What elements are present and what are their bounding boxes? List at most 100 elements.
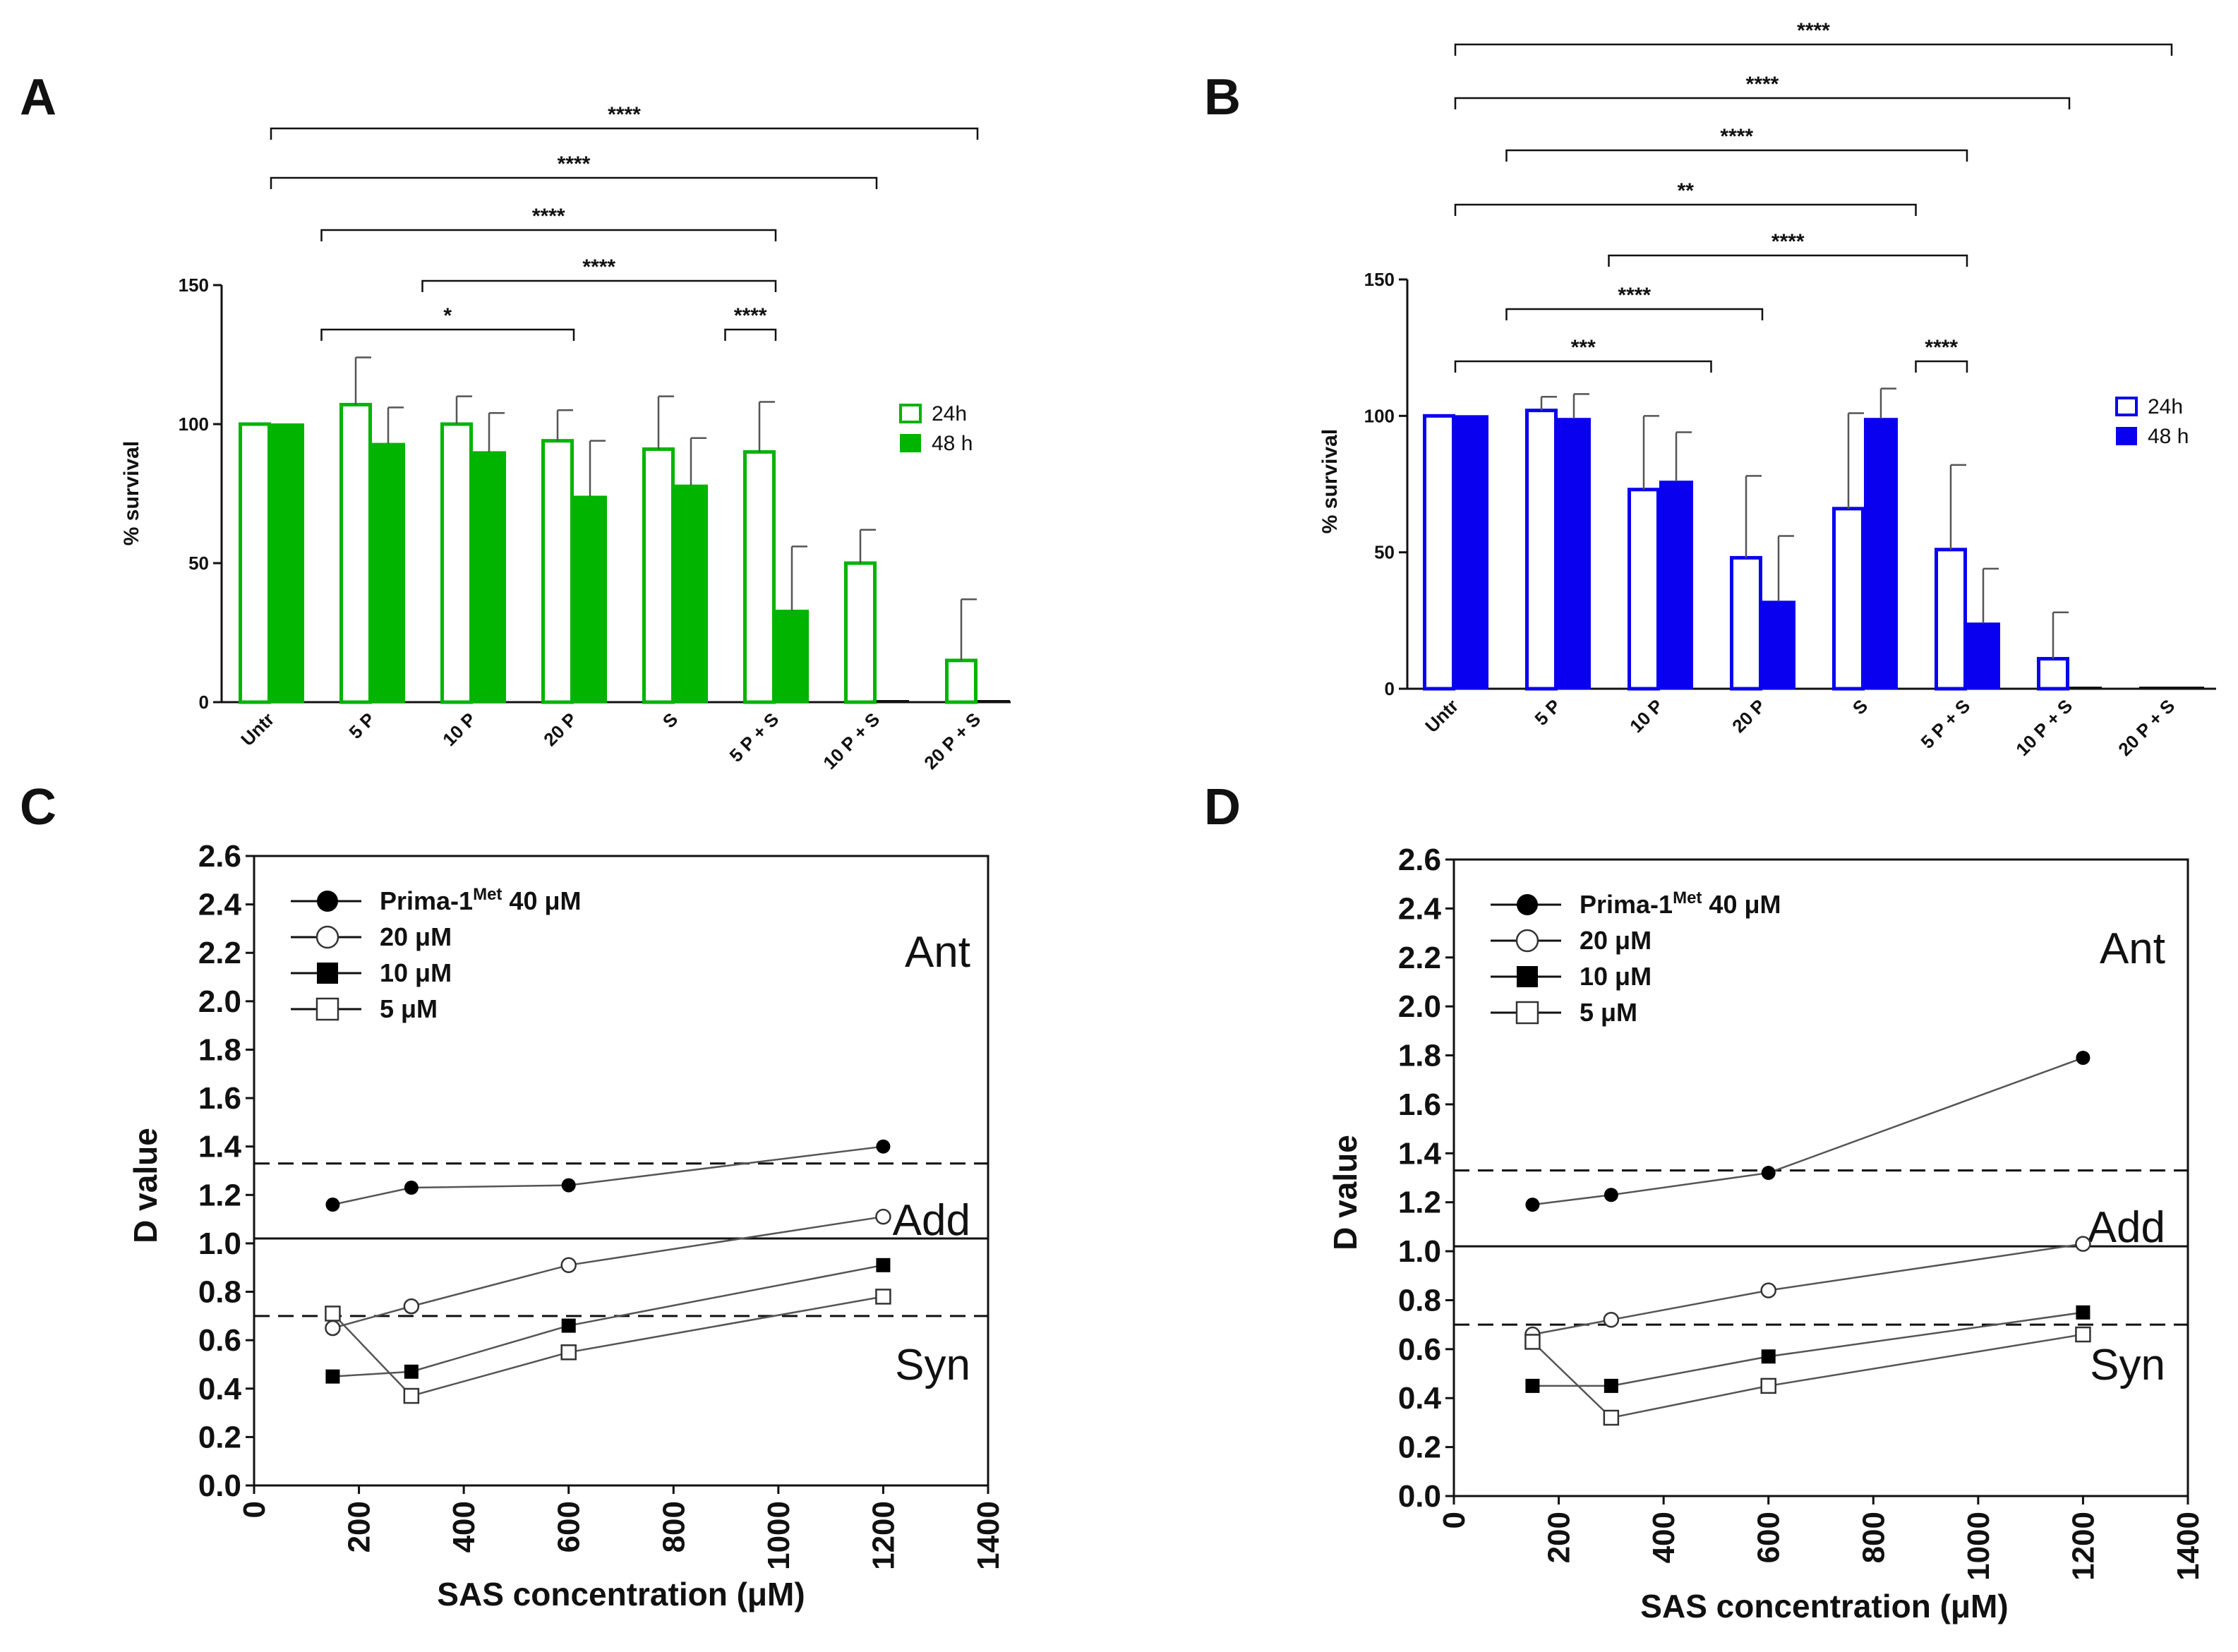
series-line bbox=[332, 1296, 884, 1397]
marker-filled-square bbox=[1517, 966, 1538, 987]
bar-48h-5P bbox=[1557, 418, 1591, 689]
panel-letter-c: C bbox=[20, 779, 56, 836]
bar-48h-Untr bbox=[1455, 415, 1488, 689]
significance-label: **** bbox=[734, 304, 767, 327]
marker-open-square bbox=[1515, 1001, 1539, 1025]
panel-letter-b: B bbox=[1204, 69, 1241, 126]
y-tick-label: 1.0 bbox=[1398, 1234, 1441, 1269]
legend-label: 10 μM bbox=[380, 958, 452, 987]
significance-label: **** bbox=[582, 255, 615, 279]
zone-label-ant: Ant bbox=[905, 928, 970, 977]
marker-open-square bbox=[403, 1387, 420, 1404]
significance-bracket bbox=[320, 328, 575, 341]
bar-24h-10P bbox=[1628, 488, 1660, 691]
marker-filled-circle bbox=[876, 1139, 891, 1154]
y-axis-label: % survival bbox=[1318, 429, 1342, 533]
significance-label: **** bbox=[1746, 73, 1779, 96]
x-tick-label: 5 P bbox=[1530, 695, 1565, 730]
y-tick-label: 0.8 bbox=[1398, 1283, 1441, 1318]
x-tick-label: 5 P + S bbox=[1917, 695, 1975, 753]
y-tick-label: 150 bbox=[179, 275, 209, 296]
x-tick-label: 400 bbox=[1647, 1512, 1681, 1563]
y-tick-label: 50 bbox=[1374, 542, 1395, 563]
y-tick-label: 0.4 bbox=[198, 1372, 242, 1406]
significance-bracket bbox=[1454, 97, 2071, 109]
marker-open-square bbox=[2075, 1326, 2091, 1343]
significance-bracket bbox=[421, 279, 777, 292]
panel-letter-d: D bbox=[1204, 779, 1241, 836]
y-tick-label: 2.6 bbox=[198, 839, 241, 874]
significance-label: **** bbox=[558, 152, 591, 176]
bar-zero bbox=[977, 700, 1010, 702]
bar-24h-Untr bbox=[239, 422, 271, 704]
x-tick-label: 20 P + S bbox=[920, 709, 985, 773]
marker-filled-square bbox=[1761, 1349, 1776, 1364]
x-tick-label: 5 P + S bbox=[726, 709, 783, 766]
marker-filled-square bbox=[561, 1318, 576, 1333]
bar-24h-10P+S bbox=[2037, 656, 2069, 691]
legend-label: 5 μM bbox=[380, 994, 438, 1023]
y-tick-label: 2.0 bbox=[198, 984, 241, 1019]
legend-label: 20 μM bbox=[380, 922, 452, 951]
significance-bracket bbox=[1454, 360, 1712, 373]
bar-48h-10P bbox=[472, 451, 506, 704]
series-line bbox=[332, 1145, 884, 1206]
bar-zero bbox=[2069, 687, 2102, 689]
marker-filled-square bbox=[325, 1369, 340, 1384]
marker-filled-square bbox=[876, 1258, 891, 1272]
x-tick-label: 10 P bbox=[438, 709, 480, 750]
significance-bracket bbox=[1505, 149, 1968, 162]
x-tick-label: 800 bbox=[1856, 1512, 1891, 1563]
significance-label: * bbox=[443, 304, 452, 327]
marker-filled-circle bbox=[325, 1198, 340, 1212]
x-tick-label: S bbox=[1848, 695, 1872, 718]
y-tick-label: 0.2 bbox=[1398, 1430, 1441, 1465]
x-tick-label: 1200 bbox=[866, 1501, 901, 1570]
marker-open-square bbox=[315, 997, 339, 1021]
line-chart-c: 0.0 0.2 0.4 0.6 0.8 1.0 1.2 1.4 1.6 1.8 2.0 2.2 2.4 2… bbox=[127, 839, 1006, 1612]
x-tick-label: S bbox=[658, 709, 682, 732]
significance-label: **** bbox=[532, 205, 565, 228]
significance-bracket bbox=[1505, 308, 1764, 320]
bar-48h-20P bbox=[1762, 601, 1795, 689]
bar-24h-S bbox=[1832, 507, 1865, 691]
bar-48h-Untr bbox=[270, 423, 304, 703]
y-tick-label: 2.0 bbox=[1398, 989, 1441, 1024]
y-axis-label: % survival bbox=[120, 441, 143, 545]
y-tick-label: 1.2 bbox=[1398, 1186, 1441, 1220]
legend-label: 10 μM bbox=[1580, 962, 1652, 991]
x-tick-label: 20 P bbox=[1728, 695, 1769, 737]
x-tick-label: 200 bbox=[1542, 1512, 1577, 1563]
y-tick-label: 1.6 bbox=[198, 1081, 241, 1116]
y-tick-label: 0.4 bbox=[1398, 1381, 1442, 1416]
y-tick-label: 1.4 bbox=[1398, 1136, 1442, 1171]
bar-24h-20P bbox=[1730, 555, 1762, 691]
legend-swatch bbox=[900, 434, 921, 452]
bar-24h-5P bbox=[1525, 409, 1558, 691]
x-tick-label: 10 P + S bbox=[2011, 695, 2076, 760]
bar-48h-20P bbox=[573, 495, 607, 703]
y-tick-label: 1.4 bbox=[198, 1130, 242, 1164]
y-tick-label: 100 bbox=[179, 414, 209, 435]
bar-zero bbox=[2139, 687, 2172, 689]
x-tick-label: 1200 bbox=[2066, 1512, 2100, 1581]
marker-filled-square bbox=[317, 963, 338, 984]
y-tick-label: 150 bbox=[1364, 269, 1395, 290]
marker-open-circle bbox=[325, 1320, 341, 1337]
y-tick-label: 1.0 bbox=[198, 1226, 241, 1261]
x-tick-label: 20 P bbox=[539, 709, 581, 750]
legend-label: 5 μM bbox=[1580, 998, 1637, 1027]
y-tick-label: 2.4 bbox=[1398, 891, 1442, 926]
significance-bracket bbox=[270, 127, 979, 140]
significance-bracket bbox=[1915, 360, 1968, 373]
marker-filled-square bbox=[404, 1364, 419, 1379]
y-tick-label: 50 bbox=[188, 553, 209, 574]
x-tick-label: 1400 bbox=[971, 1501, 1006, 1570]
x-tick-label: 400 bbox=[447, 1501, 481, 1552]
x-tick-label: 0 bbox=[237, 1501, 272, 1518]
legend-label: 24h bbox=[2148, 395, 2183, 418]
marker-filled-circle bbox=[561, 1178, 576, 1193]
marker-filled-circle bbox=[317, 891, 338, 912]
significance-label: **** bbox=[1771, 230, 1805, 253]
marker-open-circle bbox=[403, 1298, 420, 1315]
